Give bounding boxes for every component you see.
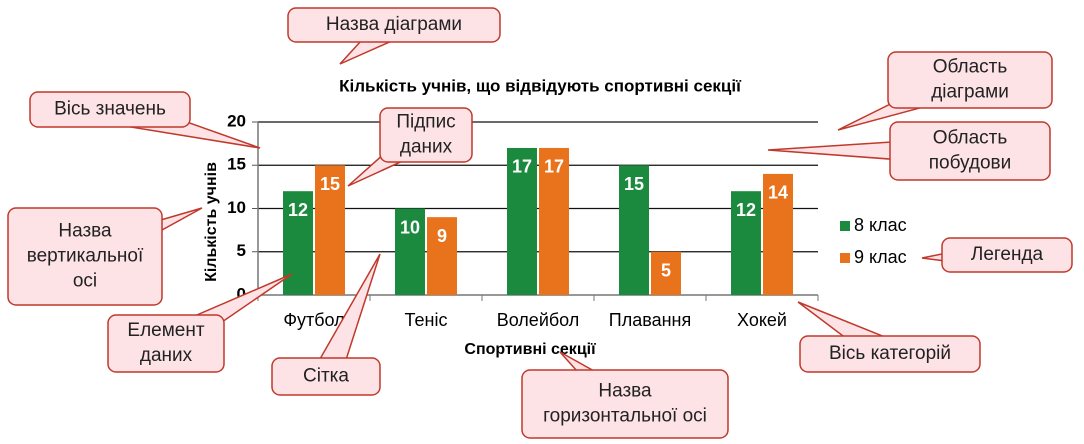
callout-text: даних bbox=[140, 345, 193, 366]
legend-label: 8 клас bbox=[854, 215, 907, 235]
y-tick-label: 15 bbox=[227, 155, 246, 174]
data-label: 9 bbox=[437, 226, 447, 246]
legend-label: 9 клас bbox=[854, 247, 907, 267]
bar bbox=[283, 191, 313, 295]
callout-cover bbox=[289, 9, 499, 41]
data-label: 10 bbox=[400, 217, 420, 237]
data-label: 15 bbox=[624, 174, 644, 194]
callout-text: Вісь значень bbox=[54, 99, 166, 120]
callout-text: Назва bbox=[598, 381, 652, 402]
callout-text: Елемент bbox=[127, 320, 204, 341]
bar bbox=[763, 173, 793, 295]
y-tick-label: 10 bbox=[227, 198, 246, 217]
legend-swatch bbox=[840, 253, 850, 263]
callout-cover bbox=[891, 123, 1049, 179]
y-axis-label: Кількість учнів bbox=[203, 162, 220, 282]
x-tick-label: Теніс bbox=[405, 310, 448, 330]
bar bbox=[619, 165, 649, 295]
callout-text: Область bbox=[933, 128, 1008, 149]
callout-cover bbox=[523, 371, 727, 437]
x-tick-label: Волейбол bbox=[497, 310, 580, 330]
data-label: 17 bbox=[544, 157, 564, 177]
bar bbox=[651, 251, 681, 295]
callout-cover bbox=[273, 359, 379, 394]
callout-cover bbox=[109, 316, 223, 371]
x-tick-label: Футбол bbox=[283, 310, 344, 330]
bar bbox=[427, 217, 457, 295]
callout-text: осі bbox=[73, 271, 97, 292]
x-tick-label: Плавання bbox=[609, 310, 691, 330]
bar bbox=[539, 147, 569, 295]
callout-text: даних bbox=[400, 137, 453, 158]
data-label: 15 bbox=[320, 174, 340, 194]
data-label: 12 bbox=[736, 200, 756, 220]
bar bbox=[395, 208, 425, 295]
data-label: 14 bbox=[768, 183, 788, 203]
bar bbox=[315, 165, 345, 295]
callout-text: горизонтальної осі bbox=[543, 406, 707, 427]
callout-cover bbox=[801, 337, 979, 371]
callout-text: Вісь категорій bbox=[829, 343, 951, 364]
callout-text: Легенда bbox=[971, 244, 1044, 265]
callout-cover bbox=[9, 209, 161, 304]
callout-text: Назва діаграми bbox=[326, 14, 462, 35]
data-label: 17 bbox=[512, 157, 532, 177]
callout-text: Область bbox=[933, 57, 1008, 78]
callout-text: побудови bbox=[929, 153, 1012, 174]
callout-text: Назва bbox=[58, 221, 112, 242]
y-tick-label: 0 bbox=[237, 284, 246, 303]
data-label: 5 bbox=[661, 261, 671, 281]
data-label: 12 bbox=[288, 200, 308, 220]
x-axis-label: Спортивні секції bbox=[464, 341, 596, 358]
bar bbox=[731, 191, 761, 295]
callout-text: Сітка bbox=[303, 366, 349, 387]
y-tick-label: 5 bbox=[237, 241, 246, 260]
legend-swatch bbox=[840, 221, 850, 231]
callout-cover bbox=[889, 53, 1051, 107]
callout-cover bbox=[381, 109, 471, 161]
y-tick-label: 20 bbox=[227, 111, 246, 130]
callout-cover bbox=[31, 93, 189, 126]
callout-cover bbox=[943, 239, 1071, 271]
x-tick-label: Хокей bbox=[737, 310, 787, 330]
callout-text: вертикальної bbox=[27, 246, 144, 267]
callout-text: діаграми bbox=[931, 82, 1009, 103]
chart-title: Кількість учнів, що відвідують спортивні… bbox=[339, 76, 742, 95]
bar bbox=[507, 147, 537, 295]
callout-text: Підпис bbox=[396, 112, 455, 133]
